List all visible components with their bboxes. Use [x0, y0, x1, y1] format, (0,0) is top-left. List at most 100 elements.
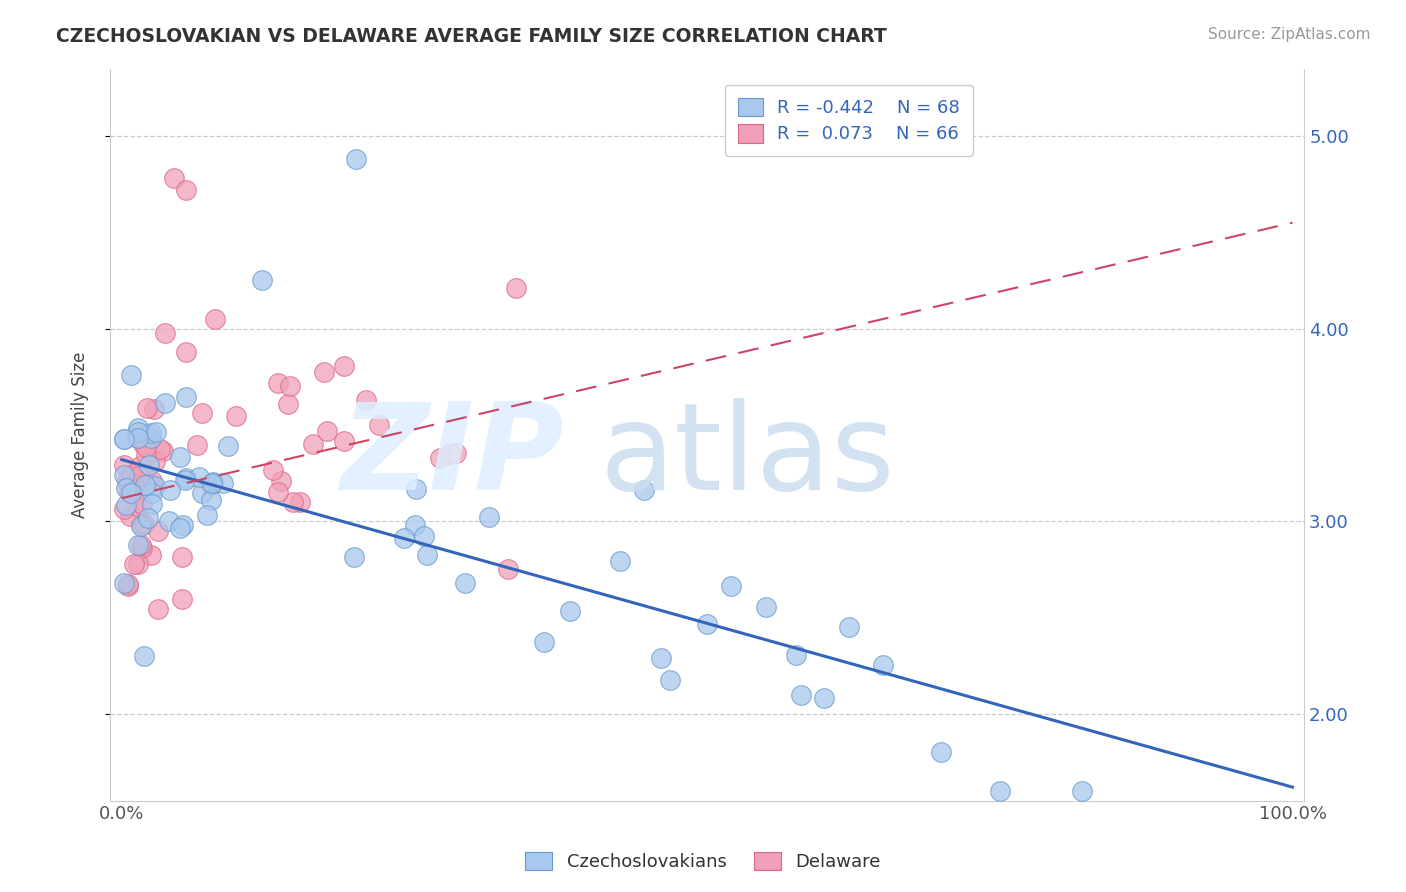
- Point: [127, 431, 149, 445]
- Point: [115, 498, 138, 512]
- Point: [186, 438, 208, 452]
- Point: [131, 498, 153, 512]
- Point: [696, 616, 718, 631]
- Point: [413, 528, 436, 542]
- Point: [112, 432, 135, 446]
- Point: [139, 431, 162, 445]
- Point: [159, 483, 181, 498]
- Point: [354, 392, 377, 407]
- Point: [212, 475, 235, 490]
- Point: [658, 673, 681, 687]
- Point: [200, 478, 222, 492]
- Point: [191, 485, 214, 500]
- Point: [120, 468, 142, 483]
- Point: [135, 448, 157, 462]
- Text: ZIP: ZIP: [340, 398, 564, 515]
- Point: [342, 549, 364, 564]
- Point: [146, 602, 169, 616]
- Point: [117, 576, 139, 591]
- Point: [112, 467, 135, 482]
- Point: [117, 579, 139, 593]
- Point: [533, 635, 555, 649]
- Point: [172, 518, 194, 533]
- Point: [157, 515, 180, 529]
- Point: [129, 519, 152, 533]
- Point: [252, 273, 274, 287]
- Point: [131, 516, 153, 531]
- Point: [333, 359, 356, 373]
- Point: [141, 497, 163, 511]
- Point: [478, 510, 501, 524]
- Point: [785, 648, 807, 663]
- Point: [314, 365, 336, 379]
- Point: [267, 376, 290, 391]
- Point: [174, 344, 197, 359]
- Point: [127, 557, 149, 571]
- Point: [127, 425, 149, 439]
- Point: [135, 427, 157, 442]
- Point: [134, 649, 156, 664]
- Point: [172, 592, 194, 607]
- Point: [174, 471, 197, 485]
- Point: [195, 508, 218, 522]
- Point: [200, 476, 222, 491]
- Point: [929, 745, 952, 759]
- Point: [124, 472, 146, 486]
- Point: [392, 531, 415, 545]
- Point: [316, 424, 339, 438]
- Point: [143, 454, 166, 468]
- Point: [112, 432, 135, 446]
- Legend: Czechoslovakians, Delaware: Czechoslovakians, Delaware: [517, 845, 889, 879]
- Point: [609, 554, 631, 568]
- Point: [135, 440, 157, 454]
- Text: Source: ZipAtlas.com: Source: ZipAtlas.com: [1208, 27, 1371, 42]
- Point: [125, 430, 148, 444]
- Point: [153, 326, 176, 341]
- Point: [155, 396, 177, 410]
- Point: [429, 450, 451, 465]
- Point: [344, 152, 367, 166]
- Legend: R = -0.442    N = 68, R =  0.073    N = 66: R = -0.442 N = 68, R = 0.073 N = 66: [725, 85, 973, 156]
- Point: [201, 475, 224, 490]
- Text: atlas: atlas: [600, 398, 896, 515]
- Point: [755, 599, 778, 614]
- Point: [132, 517, 155, 532]
- Point: [302, 437, 325, 451]
- Point: [146, 524, 169, 538]
- Point: [277, 396, 299, 410]
- Point: [191, 406, 214, 420]
- Point: [790, 688, 813, 702]
- Point: [454, 575, 477, 590]
- Point: [278, 379, 301, 393]
- Point: [138, 458, 160, 472]
- Point: [204, 312, 226, 326]
- Point: [1070, 784, 1092, 798]
- Point: [988, 784, 1011, 798]
- Point: [288, 494, 311, 508]
- Point: [134, 478, 156, 492]
- Point: [132, 437, 155, 451]
- Point: [446, 446, 468, 460]
- Y-axis label: Average Family Size: Average Family Size: [72, 351, 89, 517]
- Point: [112, 502, 135, 516]
- Point: [120, 485, 142, 500]
- Point: [558, 604, 581, 618]
- Point: [332, 434, 354, 448]
- Point: [143, 401, 166, 416]
- Point: [125, 499, 148, 513]
- Point: [217, 439, 239, 453]
- Point: [496, 562, 519, 576]
- Point: [405, 518, 427, 533]
- Point: [169, 450, 191, 464]
- Point: [127, 421, 149, 435]
- Point: [128, 459, 150, 474]
- Point: [416, 548, 439, 562]
- Point: [118, 478, 141, 492]
- Point: [112, 458, 135, 472]
- Point: [145, 425, 167, 440]
- Point: [169, 520, 191, 534]
- Point: [838, 620, 860, 634]
- Point: [225, 409, 247, 423]
- Point: [112, 575, 135, 590]
- Point: [120, 508, 142, 523]
